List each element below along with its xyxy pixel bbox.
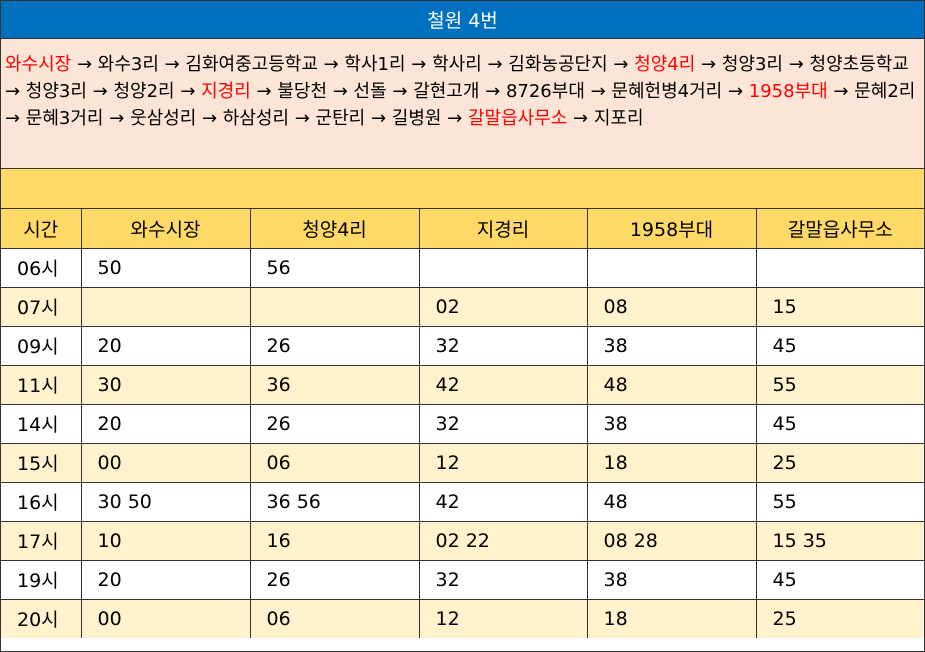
hour-cell: 11시 <box>1 364 82 405</box>
route-key-stop: 갈말읍사무소 <box>467 108 568 129</box>
minute-cell: 32 <box>418 403 588 444</box>
hour-cell: 06시 <box>1 247 82 288</box>
minute-cell: 38 <box>586 559 757 600</box>
minute-cell: 26 <box>249 403 420 444</box>
minute-cell: 20 <box>80 403 251 444</box>
route-key-stop: 와수시장 <box>5 54 72 75</box>
minute-cell: 00 <box>80 442 251 483</box>
column-header-time: 시간 <box>1 209 82 249</box>
minute-cell: 32 <box>418 325 588 366</box>
minute-cell: 20 <box>80 325 251 366</box>
minute-cell: 45 <box>755 325 924 366</box>
minute-cell: 06 <box>249 598 420 638</box>
hour-cell: 17시 <box>1 520 82 561</box>
minute-cell: 08 <box>586 286 757 327</box>
minute-cell: 42 <box>418 364 588 405</box>
minute-cell <box>755 247 924 288</box>
minute-cell <box>249 286 420 327</box>
minute-cell: 55 <box>755 481 924 522</box>
column-header-stop: 청양4리 <box>249 209 420 249</box>
column-header-stop: 갈말읍사무소 <box>755 209 924 249</box>
route-segment: → 지포리 <box>567 108 644 129</box>
hour-cell: 09시 <box>1 325 82 366</box>
minute-cell: 45 <box>755 403 924 444</box>
minute-cell: 45 <box>755 559 924 600</box>
minute-cell: 36 56 <box>249 481 420 522</box>
column-header-stop: 와수시장 <box>80 209 251 249</box>
minute-cell: 06 <box>249 442 420 483</box>
table-row: 17시 10 16 02 22 08 28 15 35 <box>1 520 924 561</box>
hour-cell: 14시 <box>1 403 82 444</box>
minute-cell: 32 <box>418 559 588 600</box>
minute-cell: 30 <box>80 364 251 405</box>
table-row: 19시 20 26 32 38 45 <box>1 559 924 600</box>
route-segment: → 문혜2리 → 문혜3거리 → 웃삼성리 → 하삼성리 → 군탄리 → 길병원… <box>5 81 916 129</box>
table-row: 15시 00 06 12 18 25 <box>1 442 924 483</box>
hour-cell: 07시 <box>1 286 82 327</box>
route-key-stop: 지경리 <box>201 81 251 102</box>
table-row: 16시 30 50 36 56 42 48 55 <box>1 481 924 522</box>
route-segment: → 와수3리 → 김화여중고등학교 → 학사1리 → 학사리 → 김화농공단지 … <box>71 54 635 75</box>
route-key-stop: 청양4리 <box>634 54 696 75</box>
minute-cell: 20 <box>80 559 251 600</box>
route-segment: → 청양3리 → 청양초등학교 → 청양3리 → 청양2리 → <box>5 54 909 102</box>
hour-cell: 16시 <box>1 481 82 522</box>
column-header-stop: 1958부대 <box>586 209 757 249</box>
minute-cell: 30 50 <box>80 481 251 522</box>
table-row: 14시 20 26 32 38 45 <box>1 403 924 444</box>
table-row: 11시 30 36 42 48 55 <box>1 364 924 405</box>
minute-cell: 08 28 <box>586 520 757 561</box>
minute-cell: 00 <box>80 598 251 638</box>
table-row: 06시 50 56 <box>1 247 924 288</box>
minute-cell: 02 22 <box>418 520 588 561</box>
minute-cell: 18 <box>586 598 757 638</box>
hour-cell: 20시 <box>1 598 82 638</box>
minute-cell: 26 <box>249 325 420 366</box>
minute-cell: 36 <box>249 364 420 405</box>
minute-cell: 16 <box>249 520 420 561</box>
minute-cell <box>586 247 757 288</box>
minute-cell <box>418 247 588 288</box>
page-title: 철원 4번 <box>427 10 498 32</box>
minute-cell: 02 <box>418 286 588 327</box>
minute-cell: 26 <box>249 559 420 600</box>
header-row: 시간 와수시장 청양4리 지경리 1958부대 갈말읍사무소 <box>1 209 924 249</box>
hour-cell: 15시 <box>1 442 82 483</box>
minute-cell: 56 <box>249 247 420 288</box>
table-row: 09시 20 26 32 38 45 <box>1 325 924 366</box>
header-spacer-band <box>1 169 924 209</box>
table-row: 20시 00 06 12 18 25 <box>1 598 924 638</box>
minute-cell: 12 <box>418 442 588 483</box>
minute-cell: 48 <box>586 364 757 405</box>
minute-cell: 25 <box>755 598 924 638</box>
title-bar: 철원 4번 <box>1 1 924 39</box>
minute-cell: 10 <box>80 520 251 561</box>
minute-cell: 15 <box>755 286 924 327</box>
minute-cell: 15 35 <box>755 520 924 561</box>
route-description: 와수시장 → 와수3리 → 김화여중고등학교 → 학사1리 → 학사리 → 김화… <box>1 39 924 169</box>
route-key-stop: 1958부대 <box>748 81 828 102</box>
minute-cell: 18 <box>586 442 757 483</box>
column-header-stop: 지경리 <box>418 209 588 249</box>
table-row: 07시 02 08 15 <box>1 286 924 327</box>
hour-cell: 19시 <box>1 559 82 600</box>
minute-cell: 25 <box>755 442 924 483</box>
timetable: 시간 와수시장 청양4리 지경리 1958부대 갈말읍사무소 06시 50 56 07시 02 08… <box>1 209 924 638</box>
minute-cell: 42 <box>418 481 588 522</box>
minute-cell: 48 <box>586 481 757 522</box>
minute-cell: 12 <box>418 598 588 638</box>
minute-cell: 55 <box>755 364 924 405</box>
minute-cell: 38 <box>586 403 757 444</box>
minute-cell <box>80 286 251 327</box>
minute-cell: 50 <box>80 247 251 288</box>
minute-cell: 38 <box>586 325 757 366</box>
route-segment: → 불당천 → 선돌 → 갈현고개 → 8726부대 → 문혜헌병4거리 → <box>250 81 749 102</box>
